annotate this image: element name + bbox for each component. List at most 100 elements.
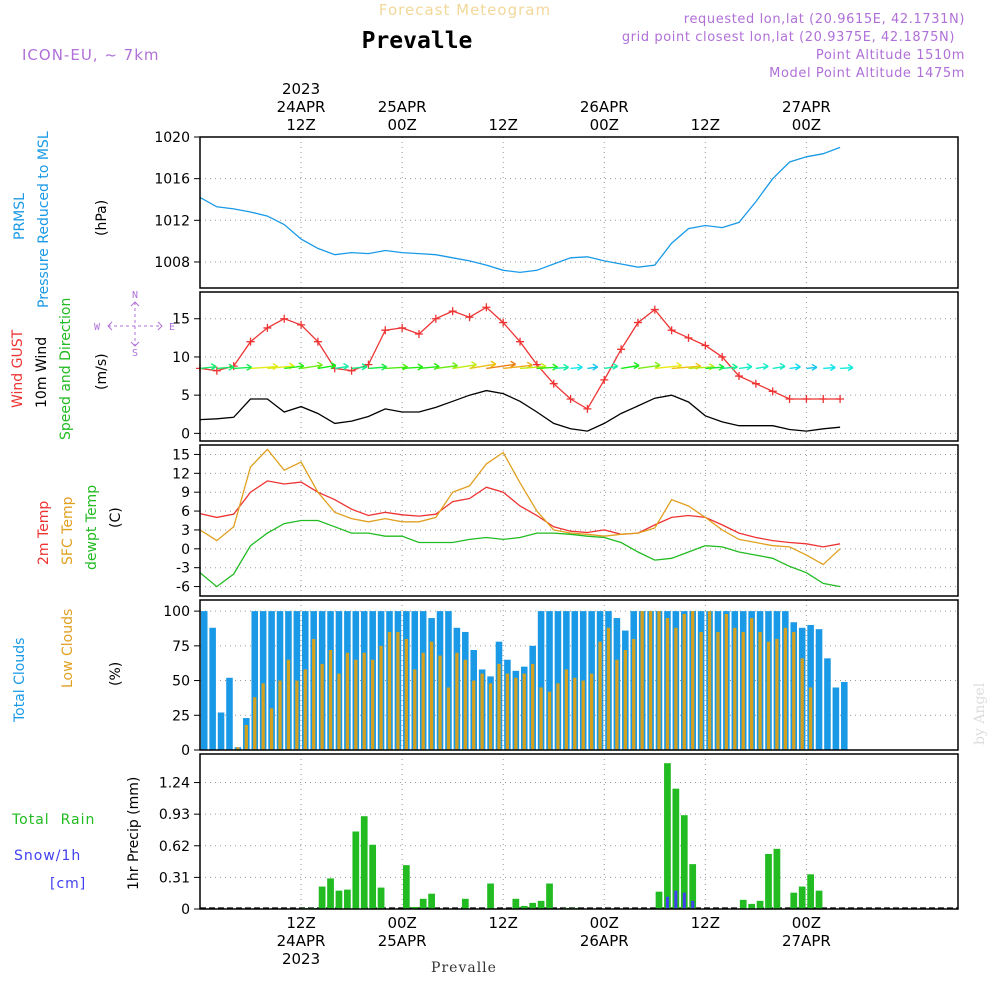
wind-arrow-head: [471, 361, 477, 369]
wind-arrow-head: [316, 361, 323, 369]
time-label-top: 25APR: [378, 98, 427, 116]
precip-rain-bar: [748, 903, 756, 909]
precip-rain-bar: [790, 892, 798, 909]
cloud-total-bar: [841, 681, 848, 750]
pressure-label-prmsl: PRMSL: [12, 193, 28, 240]
wind-arrow-head: [577, 363, 583, 371]
cloud-total-bar: [226, 677, 233, 750]
temp-line-2: [199, 519, 841, 588]
wind-arrow: [840, 366, 854, 370]
y-tick-label: 100: [163, 604, 190, 620]
gust-marker: [819, 394, 828, 403]
compass-n: N: [132, 290, 138, 301]
cloud-low-bar: [589, 673, 594, 750]
y-tick-label: -3: [176, 561, 190, 577]
clouds-side-label: Total Clouds Low Clouds (%): [12, 609, 124, 723]
cloud-low-bar: [446, 687, 451, 750]
wind-arrow-head: [829, 363, 836, 372]
wind-arrow: [553, 366, 569, 370]
cloud-low-bar: [716, 631, 720, 750]
time-label-top: 00Z: [590, 116, 619, 134]
gust-marker: [617, 345, 626, 354]
wind-arrow: [637, 364, 661, 370]
cloud-total-bar: [824, 658, 831, 750]
y-tick-label: 0.31: [159, 870, 190, 886]
clouds-unit: (%): [108, 662, 124, 686]
cloud-low-bar: [522, 673, 526, 750]
temp-line-1: [199, 448, 841, 566]
cloud-low-bar: [615, 659, 619, 750]
y-tick-label: 9: [181, 485, 190, 501]
time-label-top: 00Z: [387, 116, 416, 134]
time-label-bottom: 12Z: [489, 914, 518, 932]
time-label-bottom: 2023: [282, 950, 320, 968]
cloud-low-bar: [758, 631, 762, 750]
cloud-low-bar: [261, 683, 265, 750]
wind-arrow: [233, 366, 252, 370]
time-label-top: 26APR: [580, 98, 629, 116]
y-tick-label: 0: [181, 902, 190, 918]
precip-rain-bar: [369, 844, 377, 909]
cloud-total-bar: [268, 611, 275, 750]
cloud-total-bar: [200, 611, 208, 750]
y-tick-label: 15: [172, 447, 190, 463]
model-altitude: Model Point Altitude 1475m: [769, 66, 965, 81]
time-label-top: 24APR: [277, 98, 326, 116]
temp-label-sfc: SFC Temp: [60, 496, 76, 565]
wind-arrow-head: [732, 363, 738, 371]
precip-rain-bar: [512, 898, 520, 909]
time-label-top: 12Z: [489, 116, 518, 134]
cloud-low-bar: [379, 645, 383, 750]
grid-point-coords: grid point closest lon,lat (20.9375E, 42…: [622, 30, 955, 45]
wind-arrow-head: [592, 363, 599, 371]
precip-rain-bar: [807, 874, 814, 909]
gust-marker: [499, 318, 508, 327]
temp-line-0: [199, 480, 841, 548]
precip-rain-bar: [461, 898, 469, 909]
y-tick-label: 5: [181, 388, 190, 404]
watermark: by Angel: [972, 682, 988, 745]
wind-arrow-head: [847, 364, 854, 372]
cloud-low-bar: [337, 673, 341, 750]
compass-s: S: [132, 348, 138, 359]
cloud-low-bar: [371, 659, 375, 750]
wind-arrow: [570, 366, 583, 370]
cloud-low-bar: [556, 683, 560, 750]
temp-side-label: 2m Temp SFC Temp dewpt Temp (C): [36, 485, 124, 570]
gust-marker: [566, 394, 575, 403]
wind-arrow-head: [612, 362, 619, 370]
gust-marker: [448, 307, 457, 316]
cloud-low-bar: [674, 627, 678, 750]
wind-arrow-head: [343, 362, 349, 371]
cloud-low-bar: [269, 708, 274, 750]
wind-arrow: [284, 365, 304, 370]
cloud-total-bar: [815, 629, 823, 750]
cloud-low-bar: [657, 611, 661, 750]
cloud-low-bar: [286, 659, 291, 750]
wind-arrow: [334, 365, 349, 370]
cloud-low-bar: [244, 725, 248, 750]
wind-arrow: [772, 365, 786, 370]
gust-marker: [650, 305, 659, 314]
wind-arrow: [385, 366, 408, 370]
precip-rain-bar: [402, 865, 410, 909]
y-tick-label: 1012: [154, 213, 190, 229]
frame-layer: [199, 136, 959, 910]
cloud-low-bar: [682, 613, 686, 750]
cloud-low-bar: [472, 680, 476, 750]
cloud-total-bar: [546, 611, 553, 750]
cloud-low-bar: [463, 659, 467, 750]
wind-arrow: [452, 363, 477, 370]
gust-marker: [802, 394, 811, 403]
precip-rain-bar: [655, 891, 663, 909]
time-label-top: 2023: [282, 80, 320, 98]
y-tick-label: 50: [172, 674, 190, 690]
cloud-low-bar: [750, 618, 754, 750]
precip-unit: 1hr Precip (mm): [126, 777, 142, 890]
time-label-top: 00Z: [792, 116, 821, 134]
cloud-total-bar: [259, 611, 267, 750]
time-label-bottom: 12Z: [286, 914, 315, 932]
cloud-total-bar: [554, 611, 562, 750]
wind-arrow: [199, 365, 217, 370]
